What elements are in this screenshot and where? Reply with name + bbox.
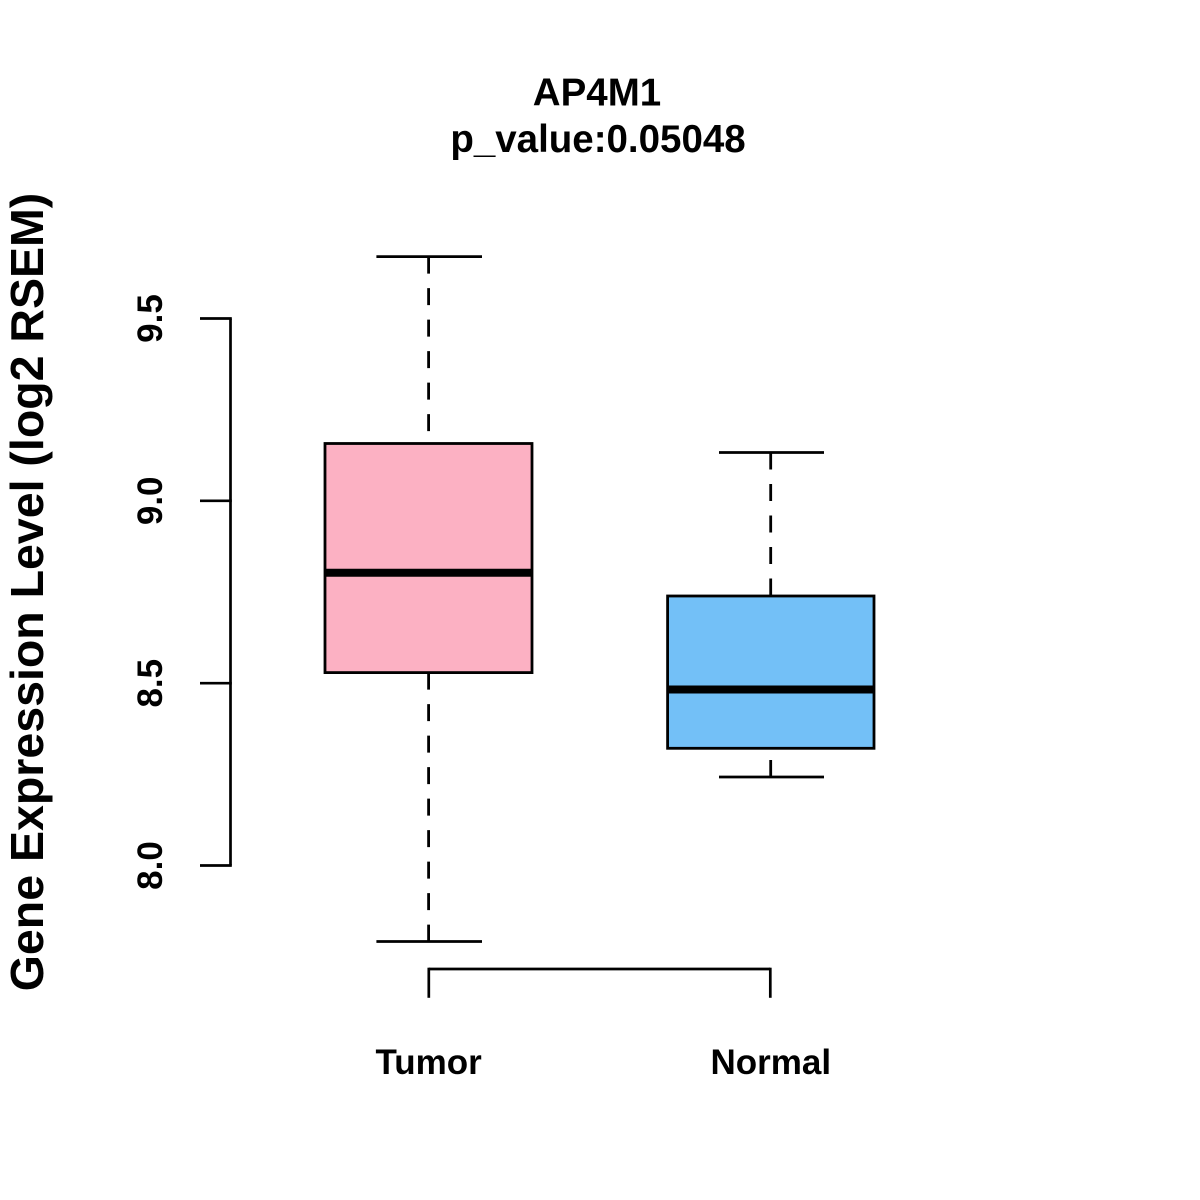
svg-text:p_value:0.05048: p_value:0.05048 [450, 118, 745, 161]
svg-text:8.0: 8.0 [131, 841, 170, 890]
svg-text:Gene Expression Level (log2 RS: Gene Expression Level (log2 RSEM) [1, 193, 53, 991]
svg-text:AP4M1: AP4M1 [533, 72, 661, 115]
svg-text:9.5: 9.5 [131, 294, 170, 343]
svg-text:9.0: 9.0 [131, 476, 170, 525]
svg-text:Normal: Normal [711, 1043, 832, 1082]
svg-text:Tumor: Tumor [375, 1043, 482, 1082]
svg-text:8.5: 8.5 [131, 659, 170, 708]
